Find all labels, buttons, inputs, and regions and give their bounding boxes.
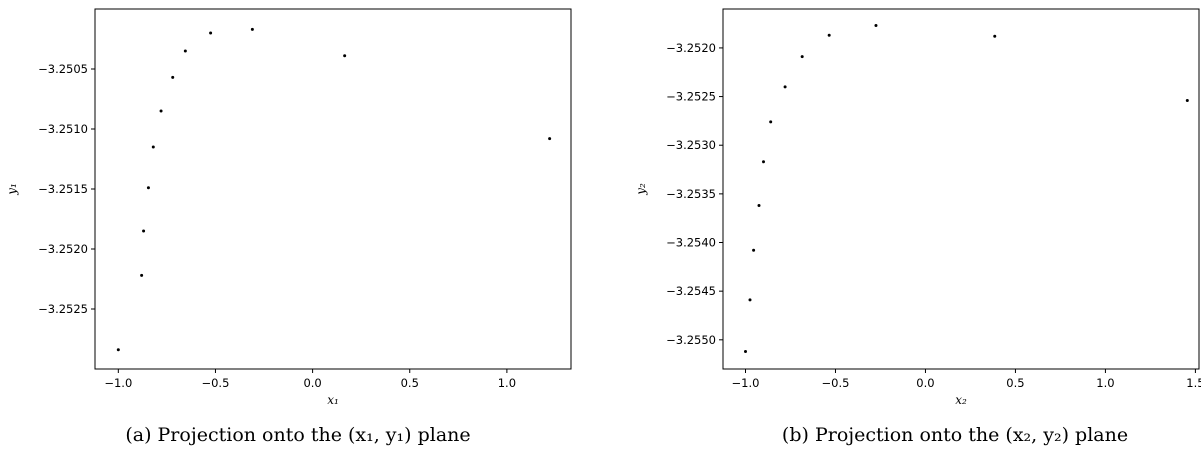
panel-b-data-point	[993, 34, 997, 38]
panel-a-y-tick-label: −3.2520	[38, 242, 88, 256]
panel-a-projection-x1-y1: −1.0 −0.5 0.0 0.5 1.0 −3.2525 −3.2520 −3.2515 −3…	[5, 8, 572, 446]
panel-b-y-tick-label: −3.2525	[666, 90, 716, 104]
panel-a-x-tick-label: −1.0	[104, 376, 132, 390]
panel-a-data-point	[116, 348, 120, 352]
panel-a-y-tick-label: −3.2510	[38, 122, 88, 136]
panel-b-y-tick-label: −3.2535	[666, 187, 716, 201]
panel-a-points	[116, 27, 552, 352]
panel-b-x-tick-label: 0.0	[916, 376, 934, 390]
panel-a-data-point	[183, 49, 187, 53]
panel-b-caption: (b) Projection onto the (x₂, y₂) plane	[782, 424, 1128, 446]
panel-a-y-tick-label: −3.2515	[38, 182, 88, 196]
panel-b-data-point	[874, 24, 878, 28]
panel-b-x-tick-label: −0.5	[822, 376, 850, 390]
panel-b-data-point	[748, 298, 752, 302]
panel-a-data-point	[142, 229, 146, 233]
panel-b-data-point	[743, 349, 747, 353]
panel-a-x-tick-label: −0.5	[201, 376, 229, 390]
panel-b-x-tick-label: −1.0	[732, 376, 760, 390]
panel-a-y-axis-label: y₁	[5, 183, 19, 196]
panel-b-data-point	[757, 204, 761, 208]
panel-b-data-point	[769, 120, 773, 124]
panel-a-ticks: −1.0 −0.5 0.0 0.5 1.0 −3.2525 −3.2520 −3.2515 −3…	[38, 62, 516, 390]
panel-a-x-tick-label: 0.0	[303, 376, 321, 390]
panel-b-points	[743, 24, 1189, 353]
panel-a-x-axis-label: x₁	[327, 393, 339, 407]
panel-b-data-point	[800, 55, 804, 59]
panel-a-data-point	[140, 273, 144, 277]
panel-a-x-tick-label: 1.0	[498, 376, 516, 390]
panel-a-plot-frame	[94, 8, 572, 370]
panel-a-data-point	[146, 186, 150, 190]
panel-b-data-point	[783, 85, 787, 89]
panel-b-x-tick-label: 0.5	[1006, 376, 1024, 390]
panel-a-data-point	[209, 31, 213, 35]
panel-b-y-tick-label: −3.2550	[666, 333, 716, 347]
panel-b-y-tick-label: −3.2545	[666, 284, 716, 298]
panel-a-data-point	[171, 75, 175, 79]
panel-a-data-point	[548, 137, 552, 141]
panel-b-data-point	[1185, 98, 1189, 102]
panel-b-x-tick-label: 1.0	[1096, 376, 1114, 390]
panel-a-caption: (a) Projection onto the (x₁, y₁) plane	[125, 424, 470, 446]
panel-b-data-point	[827, 33, 831, 37]
panel-b-data-point	[761, 160, 765, 164]
panel-b-plot-frame	[722, 8, 1200, 370]
panel-a-data-point	[159, 109, 163, 113]
panel-a-y-tick-label: −3.2505	[38, 62, 88, 76]
panel-a-y-tick-label: −3.2525	[38, 302, 88, 316]
panel-b-y-tick-label: −3.2530	[666, 138, 716, 152]
panel-b-x-tick-label: 1.5	[1186, 376, 1201, 390]
panel-b-y-tick-label: −3.2520	[666, 41, 716, 55]
panel-b-x-axis-label: x₂	[955, 393, 967, 407]
panel-b-y-axis-label: y₂	[634, 183, 648, 196]
panel-a-data-point	[151, 145, 155, 149]
panel-b-y-tick-label: −3.2540	[666, 236, 716, 250]
panel-b-ticks: −1.0 −0.5 0.0 0.5 1.0 1.5 −3.2550 −3.2545 −3.254…	[666, 41, 1201, 390]
panel-a-data-point	[250, 27, 254, 31]
panel-a-data-point	[343, 54, 347, 58]
panel-b-projection-x2-y2: −1.0 −0.5 0.0 0.5 1.0 1.5 −3.2550 −3.2545 −3.254…	[634, 8, 1201, 446]
panel-b-data-point	[752, 248, 756, 252]
panel-a-x-tick-label: 0.5	[401, 376, 419, 390]
